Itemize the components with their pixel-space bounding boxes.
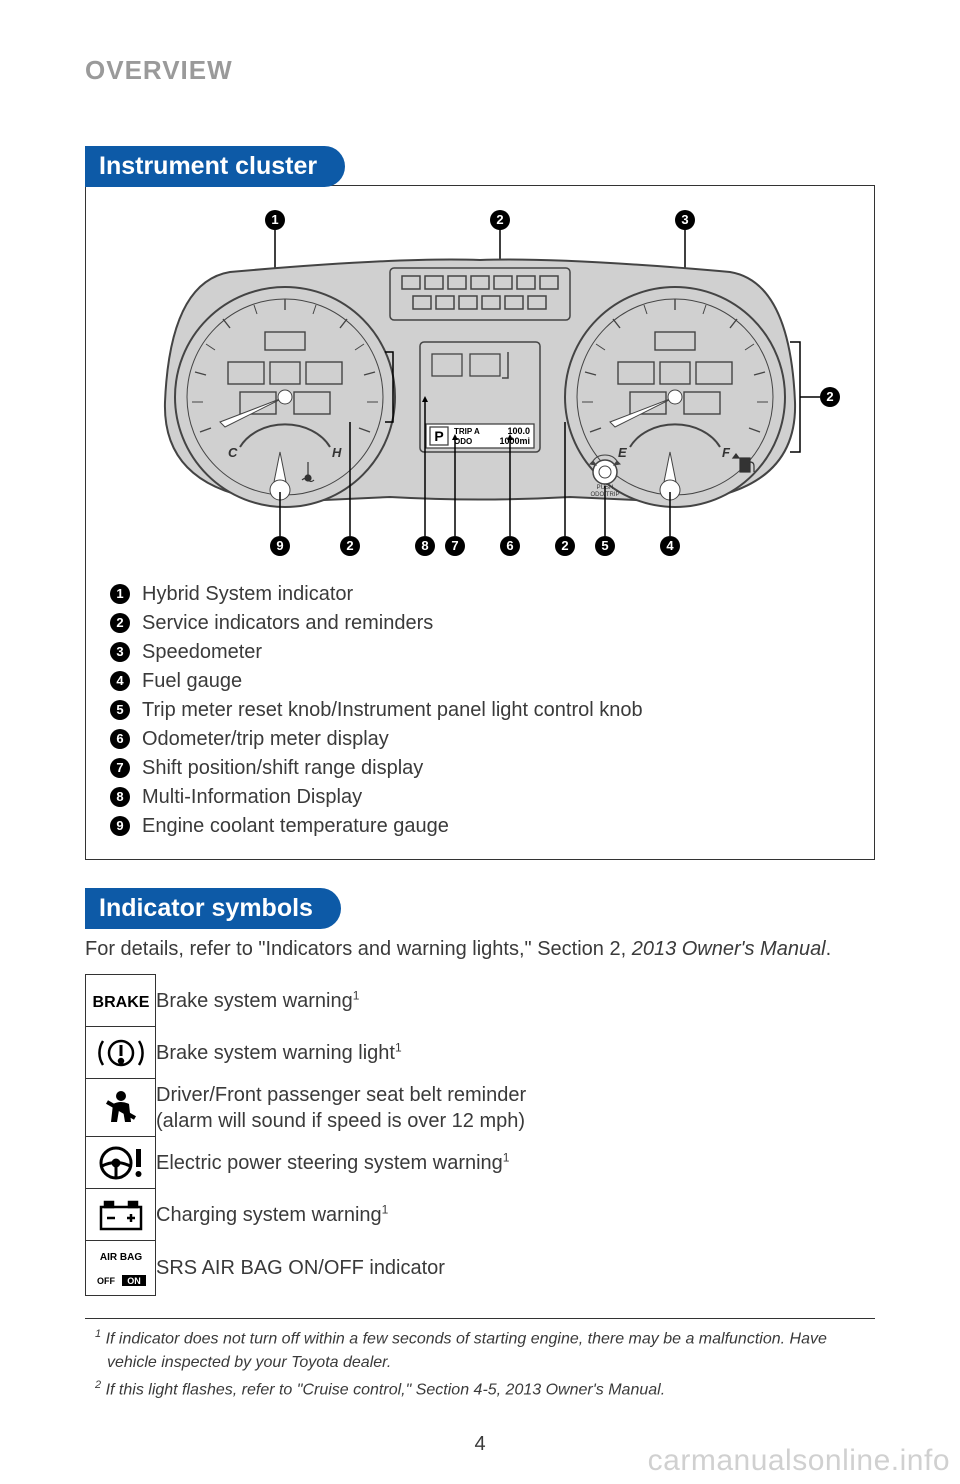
svg-text:2: 2 xyxy=(826,389,833,404)
svg-text:2: 2 xyxy=(496,212,503,227)
cluster-title-pill: Instrument cluster xyxy=(85,146,345,187)
svg-text:C: C xyxy=(228,445,238,460)
steering-icon xyxy=(86,1137,156,1189)
svg-text:F: F xyxy=(722,445,731,460)
indicator-row: Charging system warning1 xyxy=(86,1189,527,1241)
indicator-label: SRS AIR BAG ON/OFF indicator xyxy=(156,1241,527,1296)
svg-text:3: 3 xyxy=(681,212,688,227)
airbag-icon: AIR BAG OFF ON xyxy=(86,1241,156,1296)
indicator-label: Electric power steering system warning1 xyxy=(156,1137,527,1189)
legend-item: 5Trip meter reset knob/Instrument panel … xyxy=(110,696,856,725)
cluster-legend: 1Hybrid System indicator 2Service indica… xyxy=(104,580,856,841)
cluster-box: 1 2 3 xyxy=(85,185,875,860)
svg-text:H: H xyxy=(332,445,342,460)
svg-text:7: 7 xyxy=(451,538,458,553)
legend-item: 1Hybrid System indicator xyxy=(110,580,856,609)
battery-icon xyxy=(86,1189,156,1241)
svg-text:1: 1 xyxy=(271,212,278,227)
legend-item: 4Fuel gauge xyxy=(110,667,856,696)
seatbelt-icon xyxy=(86,1079,156,1137)
indicator-row: BRAKE Brake system warning1 xyxy=(86,975,527,1027)
svg-text:P: P xyxy=(434,428,443,444)
legend-item: 9Engine coolant temperature gauge xyxy=(110,812,856,841)
legend-item: 6Odometer/trip meter display xyxy=(110,725,856,754)
indicator-row: Driver/Front passenger seat belt reminde… xyxy=(86,1079,527,1137)
legend-item: 2Service indicators and reminders xyxy=(110,609,856,638)
svg-text:100.0: 100.0 xyxy=(507,426,530,436)
svg-text:BRAKE: BRAKE xyxy=(92,994,149,1011)
svg-text:ON: ON xyxy=(127,1276,141,1286)
svg-text:2: 2 xyxy=(346,538,353,553)
overview-heading: OVERVIEW xyxy=(85,55,875,86)
indicator-label: Driver/Front passenger seat belt reminde… xyxy=(156,1079,527,1137)
brake-circle-icon xyxy=(86,1027,156,1079)
indicators-title-pill: Indicator symbols xyxy=(85,888,341,929)
legend-item: 3Speedometer xyxy=(110,638,856,667)
page-number: 4 xyxy=(474,1433,485,1456)
svg-text:TRIP A: TRIP A xyxy=(454,427,480,436)
indicator-label: Brake system warning1 xyxy=(156,975,527,1027)
watermark: carmanualsonline.info xyxy=(648,1444,950,1478)
cluster-diagram: 1 2 3 xyxy=(104,202,856,562)
svg-text:6: 6 xyxy=(506,538,513,553)
indicators-intro: For details, refer to "Indicators and wa… xyxy=(85,935,875,964)
indicator-row: AIR BAG OFF ON SRS AIR BAG ON/OFF indica… xyxy=(86,1241,527,1296)
svg-text:1000mi: 1000mi xyxy=(499,436,530,446)
svg-text:4: 4 xyxy=(666,538,674,553)
svg-text:5: 5 xyxy=(601,538,608,553)
footnotes: 1 If indicator does not turn off within … xyxy=(85,1318,875,1401)
svg-text:AIR BAG: AIR BAG xyxy=(99,1252,141,1263)
svg-text:E: E xyxy=(618,445,627,460)
svg-text:2: 2 xyxy=(561,538,568,553)
indicators-table: BRAKE Brake system warning1 Brake system… xyxy=(85,974,527,1296)
svg-text:9: 9 xyxy=(276,538,283,553)
indicator-label: Brake system warning light1 xyxy=(156,1027,527,1079)
svg-text:8: 8 xyxy=(421,538,428,553)
brake-text-icon: BRAKE xyxy=(86,975,156,1027)
svg-text:OFF: OFF xyxy=(97,1276,115,1286)
legend-item: 8Multi-Information Display xyxy=(110,783,856,812)
indicator-row: Brake system warning light1 xyxy=(86,1027,527,1079)
indicator-row: Electric power steering system warning1 xyxy=(86,1137,527,1189)
legend-item: 7Shift position/shift range display xyxy=(110,754,856,783)
indicator-label: Charging system warning1 xyxy=(156,1189,527,1241)
